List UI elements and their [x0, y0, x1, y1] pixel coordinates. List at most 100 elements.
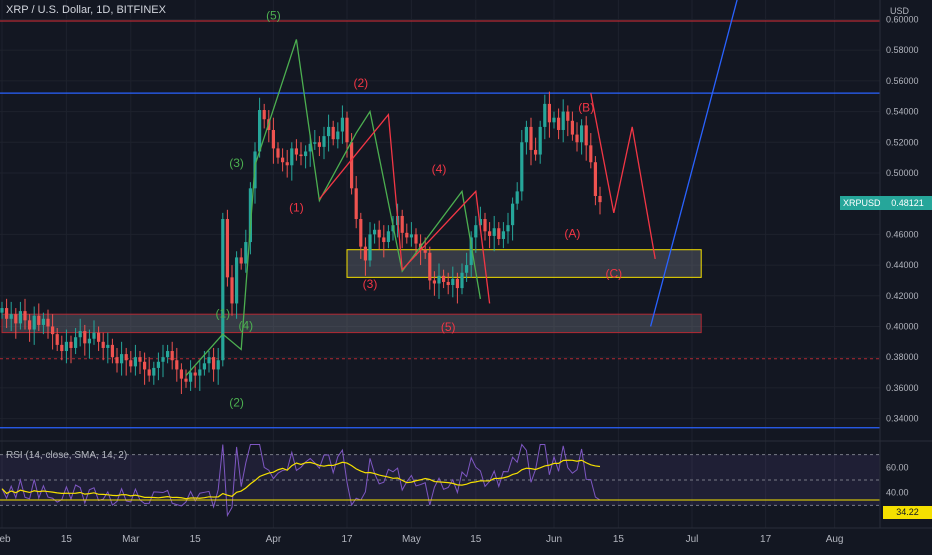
- time-tick-label: 15: [470, 534, 482, 545]
- zones: [1, 249, 702, 334]
- candle-body: [78, 331, 82, 338]
- candle-body: [193, 372, 197, 376]
- candle-body: [32, 315, 36, 330]
- wave-label: (2): [229, 395, 244, 409]
- candle-body: [409, 234, 413, 238]
- last-price-text: 0.48121: [891, 198, 924, 208]
- time-axis[interactable]: Feb 15 Mar 15 Apr 17 May 15 Jun 15 Jul 17 Aug: [0, 527, 932, 545]
- candle-body: [534, 149, 538, 155]
- candle-body: [483, 219, 487, 232]
- rsi-value-tag: 34.22: [883, 506, 932, 519]
- wave-label: (4): [238, 319, 253, 333]
- candle-body: [14, 314, 18, 324]
- candle-body: [497, 228, 501, 239]
- candle-body: [115, 357, 119, 364]
- price-tick-label: 0.60000: [886, 14, 919, 24]
- price-tick-label: 0.44000: [886, 260, 919, 270]
- candle-body: [501, 231, 505, 239]
- rsi-sma-line: [1, 459, 601, 500]
- price-axis[interactable]: 0.60000 0.58000 0.56000 0.54000 0.52000 0.500…: [879, 0, 919, 528]
- candle-body: [175, 360, 179, 370]
- candle-body: [345, 117, 349, 143]
- candle-body: [285, 162, 289, 166]
- price-tick-label: 0.58000: [886, 45, 919, 55]
- candle-body: [28, 320, 32, 330]
- candle-body: [9, 314, 13, 319]
- candle-body: [179, 369, 183, 379]
- candle-body: [492, 228, 496, 236]
- candle-body: [354, 188, 358, 220]
- candle-body: [202, 363, 206, 370]
- candle-body: [363, 246, 367, 261]
- candle-body: [520, 142, 524, 192]
- candle-body: [488, 231, 492, 236]
- candle-body: [5, 308, 9, 319]
- abc-wave-line: [590, 93, 656, 260]
- wave-label: (B): [578, 101, 594, 115]
- wave-label: (A): [564, 226, 580, 240]
- candle-body: [276, 148, 280, 158]
- candle-body: [511, 203, 515, 226]
- candle-body: [469, 237, 473, 266]
- candle-body: [340, 117, 344, 132]
- candle-body: [442, 275, 446, 282]
- horizontal-levels: [0, 20, 880, 429]
- candle-body: [304, 151, 308, 157]
- candle-body: [584, 125, 588, 146]
- candle-body: [598, 195, 602, 203]
- candle-body: [557, 117, 561, 130]
- trendline: [649, 0, 738, 327]
- price-tick-label: 0.42000: [886, 291, 919, 301]
- candle-body: [18, 311, 22, 324]
- candle-body: [294, 148, 298, 155]
- candle-body: [147, 369, 151, 376]
- candle-body: [0, 308, 4, 313]
- candle-body: [451, 278, 455, 286]
- rsi-tick-label: 60.00: [886, 462, 909, 472]
- candle-body: [543, 103, 547, 127]
- time-tick-label: Jun: [546, 534, 562, 545]
- wave-label: (3): [229, 156, 244, 170]
- candle-body: [281, 157, 285, 163]
- candle-body: [593, 162, 597, 196]
- candle-body: [235, 257, 239, 304]
- candle-body: [414, 234, 418, 244]
- candle-body: [478, 219, 482, 226]
- symbol-tag: XRPUSD: [840, 196, 884, 210]
- candle-body: [313, 142, 317, 144]
- candle-body: [110, 344, 114, 358]
- time-tick-label: Mar: [122, 534, 140, 545]
- candle-body: [566, 111, 570, 121]
- price-tick-label: 0.34000: [886, 414, 919, 424]
- candle-body: [189, 372, 193, 382]
- corrective-wave-line: [318, 112, 491, 304]
- candle-body: [405, 232, 409, 238]
- candle-body: [129, 360, 133, 367]
- candle-body: [575, 134, 579, 143]
- candle-body: [428, 252, 432, 281]
- candle-body: [322, 136, 326, 147]
- symbol-tag-text: XRPUSD: [843, 198, 881, 208]
- candle-body: [198, 369, 202, 376]
- candle-body: [244, 242, 248, 264]
- candle-body: [317, 142, 321, 147]
- candle-body: [359, 219, 363, 247]
- candle-body: [373, 229, 377, 235]
- candle-body: [46, 318, 50, 327]
- candle-body: [106, 344, 110, 348]
- wave-label: (5): [441, 320, 456, 334]
- price-tick-label: 0.56000: [886, 76, 919, 86]
- time-tick-label: 15: [61, 534, 73, 545]
- candle-body: [230, 277, 234, 304]
- candle-body: [55, 334, 59, 345]
- rsi-tick-label: 40.00: [886, 488, 909, 498]
- candle-body: [161, 357, 165, 362]
- candle-body: [547, 103, 551, 123]
- candle-body: [216, 360, 220, 370]
- candle-body: [170, 351, 174, 361]
- candle-body: [465, 265, 469, 273]
- candle-body: [37, 315, 41, 325]
